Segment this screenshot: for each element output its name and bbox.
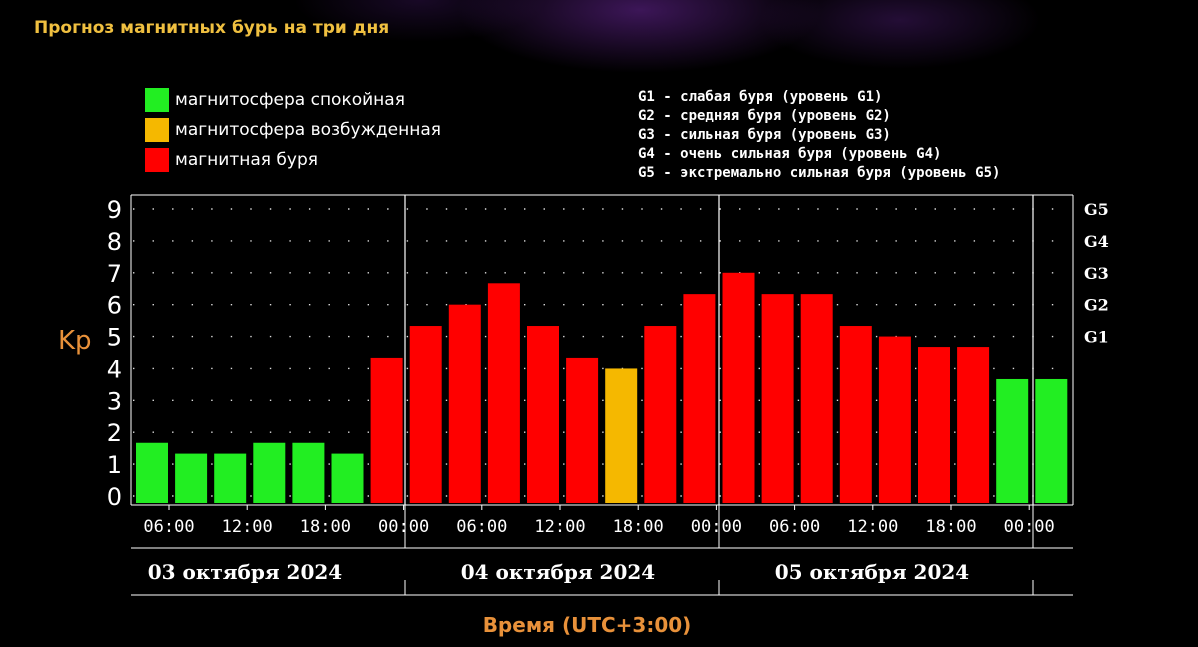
g-tick-label: G5 bbox=[1084, 200, 1109, 219]
kp-bar bbox=[409, 326, 442, 503]
g-tick-label: G3 bbox=[1084, 264, 1109, 283]
g-level-g3: G3 - сильная буря (уровень G3) bbox=[638, 127, 891, 143]
g-level-g4: G4 - очень сильная буря (уровень G4) bbox=[638, 146, 942, 162]
legend-label-excited: магнитосфера возбужденная bbox=[175, 120, 441, 140]
kp-bar bbox=[996, 378, 1029, 503]
g-tick-label: G1 bbox=[1084, 328, 1109, 347]
g-level-g5: G5 - экстремально сильная буря (уровень … bbox=[638, 165, 1001, 181]
kp-bar bbox=[487, 283, 520, 503]
x-tick-label: 12:00 bbox=[534, 517, 585, 537]
x-tick-label: 06:00 bbox=[456, 517, 507, 537]
y-tick-label: 6 bbox=[107, 292, 122, 320]
legend-swatch-storm bbox=[145, 148, 169, 172]
kp-bar bbox=[644, 326, 677, 503]
kp-bar bbox=[175, 453, 208, 503]
legend-swatch-calm bbox=[145, 88, 169, 112]
x-tick-label: 00:00 bbox=[691, 517, 742, 537]
kp-bar bbox=[683, 294, 716, 503]
y-tick-label: 8 bbox=[107, 228, 122, 256]
y-tick-label: 0 bbox=[107, 483, 122, 511]
kp-bar bbox=[253, 442, 286, 503]
kp-bar bbox=[331, 453, 364, 503]
kp-bar bbox=[292, 442, 325, 503]
kp-bar bbox=[878, 336, 911, 503]
y-tick-label: 1 bbox=[107, 451, 122, 479]
x-tick-label: 06:00 bbox=[143, 517, 194, 537]
x-tick-label: 00:00 bbox=[1004, 517, 1055, 537]
kp-bar bbox=[605, 368, 638, 503]
page-title: Прогноз магнитных бурь на три дня bbox=[34, 18, 390, 38]
y-tick-label: 3 bbox=[107, 387, 122, 415]
x-axis-title: Время (UTC+3:00) bbox=[483, 613, 692, 637]
g-level-g1: G1 - слабая буря (уровень G1) bbox=[638, 89, 883, 105]
g-level-g2: G2 - средняя буря (уровень G2) bbox=[638, 108, 891, 124]
y-axis-label: Kp bbox=[58, 326, 92, 356]
kp-bar bbox=[800, 294, 833, 503]
y-tick-label: 9 bbox=[107, 196, 122, 224]
day-label: 05 октября 2024 bbox=[775, 560, 970, 584]
x-tick-label: 00:00 bbox=[378, 517, 429, 537]
x-tick-label: 18:00 bbox=[925, 517, 976, 537]
y-tick-label: 7 bbox=[107, 260, 122, 288]
kp-bar bbox=[566, 357, 599, 503]
x-tick-label: 12:00 bbox=[847, 517, 898, 537]
g-tick-label: G2 bbox=[1084, 296, 1109, 315]
y-tick-label: 2 bbox=[107, 419, 122, 447]
kp-bar bbox=[448, 304, 481, 503]
kp-bar bbox=[761, 294, 794, 503]
g-level-legend: G1 - слабая буря (уровень G1) G2 - средн… bbox=[638, 88, 1000, 183]
kp-bar bbox=[527, 326, 559, 503]
legend-item-excited: магнитосфера возбужденная bbox=[145, 118, 441, 142]
legend-item-storm: магнитная буря bbox=[145, 148, 318, 172]
legend-label-calm: магнитосфера спокойная bbox=[175, 90, 405, 110]
y-tick-label: 4 bbox=[107, 355, 122, 383]
day-label: 04 октября 2024 bbox=[461, 560, 656, 584]
kp-bar bbox=[722, 272, 755, 503]
kp-bar bbox=[839, 326, 872, 503]
kp-bar bbox=[918, 347, 950, 503]
x-tick-label: 18:00 bbox=[300, 517, 351, 537]
kp-bar bbox=[1035, 378, 1068, 503]
kp-bar bbox=[136, 442, 168, 503]
kp-bar bbox=[370, 357, 403, 503]
legend-item-calm: магнитосфера спокойная bbox=[145, 88, 405, 112]
kp-bar bbox=[957, 347, 990, 503]
x-tick-label: 06:00 bbox=[769, 517, 820, 537]
x-tick-label: 12:00 bbox=[222, 517, 273, 537]
y-tick-label: 5 bbox=[107, 324, 122, 352]
legend-swatch-excited bbox=[145, 118, 169, 142]
kp-bar bbox=[214, 453, 247, 503]
day-label: 03 октября 2024 bbox=[148, 560, 343, 584]
x-tick-label: 18:00 bbox=[613, 517, 664, 537]
legend-label-storm: магнитная буря bbox=[175, 150, 318, 170]
background-glow bbox=[0, 0, 1198, 230]
g-tick-label: G4 bbox=[1084, 232, 1109, 251]
